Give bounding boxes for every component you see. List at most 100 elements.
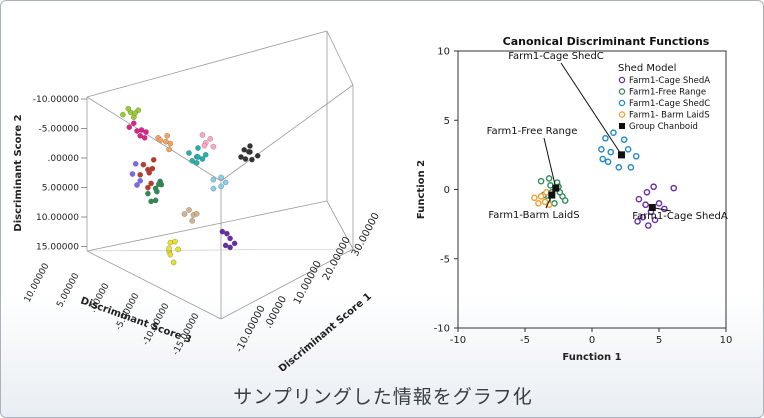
data-point <box>599 155 607 163</box>
legend-title: Shed Model <box>618 63 676 74</box>
data-point-3d <box>175 246 181 253</box>
y-tick-label: .00000 <box>48 154 80 164</box>
y-tick-label: 15.00000 <box>36 243 79 253</box>
data-point-3d <box>219 228 226 235</box>
data-point <box>634 218 641 225</box>
data-point-3d <box>132 161 139 167</box>
x-axis-title: Discriminant Score 1 <box>277 291 374 371</box>
x-axis-title: Function 1 <box>562 352 621 363</box>
y-axis-title: Discriminant Score 2 <box>13 114 24 231</box>
data-point-3d <box>134 182 140 188</box>
data-point <box>545 175 553 182</box>
y-tick-label: 0 <box>444 185 450 196</box>
data-point-3d <box>199 132 206 138</box>
data-point-3d <box>227 235 233 242</box>
data-point-3d <box>199 156 206 162</box>
z-axis-3d: 10.00000 5.00000.00000 -5.00000 -10.00000 -1… <box>23 261 202 357</box>
legend-label: Farm1-Cage ShedC <box>629 99 710 109</box>
box-edges <box>86 30 354 320</box>
x-tick-label: 20.00000 <box>321 235 353 282</box>
data-point-3d <box>167 140 174 147</box>
data-point-3d <box>145 190 151 197</box>
data-point-3d <box>218 174 224 181</box>
data-point-3d <box>241 147 247 153</box>
data-point <box>537 177 545 185</box>
data-point-3d <box>189 158 195 164</box>
data-point <box>604 158 612 166</box>
data-point <box>551 200 558 207</box>
y-tick-label: -5 <box>440 254 450 265</box>
data-point-3d <box>193 211 200 217</box>
legend-marker <box>618 99 626 107</box>
data-point <box>624 146 632 153</box>
data-point-3d <box>154 188 160 195</box>
data-point <box>627 164 635 171</box>
data-point-3d <box>137 133 143 139</box>
data-point-3d <box>143 129 149 135</box>
data-point <box>537 193 545 200</box>
data-point-3d <box>227 244 233 251</box>
box-edge <box>326 200 354 250</box>
data-point-3d <box>201 142 208 149</box>
data-point-3d <box>152 197 159 204</box>
annotation-leader <box>560 62 622 156</box>
data-point-3d <box>156 181 162 187</box>
data-point-3d <box>222 242 229 249</box>
scatter-3d-panel: -10.00000 -5.00000.00000 5.00000 10.00000 15… <box>1 1 401 375</box>
y-tick-label: -10.00000 <box>33 95 79 105</box>
data-point <box>643 188 651 196</box>
data-point-3d <box>120 111 126 118</box>
data-point-3d <box>134 128 140 134</box>
data-point-3d <box>172 238 178 245</box>
data-point-3d <box>242 156 249 162</box>
data-point-3d <box>166 245 172 252</box>
y-tick-label: 5 <box>444 116 450 127</box>
data-point-3d <box>186 150 192 156</box>
data-point <box>610 129 617 137</box>
box-edge <box>86 30 328 98</box>
data-point <box>535 200 542 207</box>
legend-label: Farm1-Free Range <box>629 88 706 98</box>
y-tick-label: -5.00000 <box>39 125 80 135</box>
data-point-3d <box>166 146 172 153</box>
y-axis: -10 -5 0 5 10 Function 2 <box>416 47 458 335</box>
data-point-3d <box>210 143 217 150</box>
x-axis: -10 -5 0 5 10 Function 1 <box>450 328 732 363</box>
data-point-3d <box>150 157 157 163</box>
y-axis-title: Function 2 <box>416 160 427 219</box>
data-point-3d <box>149 165 156 172</box>
data-point <box>632 152 640 160</box>
x-tick-label: 30.00000 <box>350 211 382 258</box>
y-axis-3d: -10.00000 -5.00000 .00000 5.00000 10.00000 15… <box>13 95 87 253</box>
y-tick-label: 5.00000 <box>42 184 79 194</box>
z-tick-label: 10.00000 <box>23 261 52 304</box>
data-point <box>651 216 659 224</box>
data-point-3d <box>181 211 188 217</box>
z-tick-label: 5.00000 <box>55 271 81 309</box>
data-point-3d <box>218 183 224 190</box>
legend-label: Group Chanboid <box>629 122 698 132</box>
data-point-3d <box>148 198 154 205</box>
data-point-3d <box>141 135 148 141</box>
data-point-3d <box>137 178 143 184</box>
series-2 <box>598 129 640 171</box>
x-tick-label: .00000 <box>263 294 289 330</box>
box-edge <box>86 200 328 252</box>
annotation-leader <box>545 194 553 209</box>
x-tick-label: -10 <box>450 335 466 346</box>
data-point-3d <box>167 239 174 246</box>
y-tick-label: -10 <box>434 324 450 335</box>
y-tick-label: 10.00000 <box>36 213 79 223</box>
data-point-3d <box>231 240 238 247</box>
data-point-3d <box>125 105 132 112</box>
data-point-3d <box>222 179 229 186</box>
x-tick-label: 0 <box>589 335 595 346</box>
data-point-3d <box>138 127 145 133</box>
floor-gridline <box>86 248 354 252</box>
data-point <box>607 148 615 156</box>
box-edge <box>86 250 222 320</box>
data-point-3d <box>210 185 217 192</box>
